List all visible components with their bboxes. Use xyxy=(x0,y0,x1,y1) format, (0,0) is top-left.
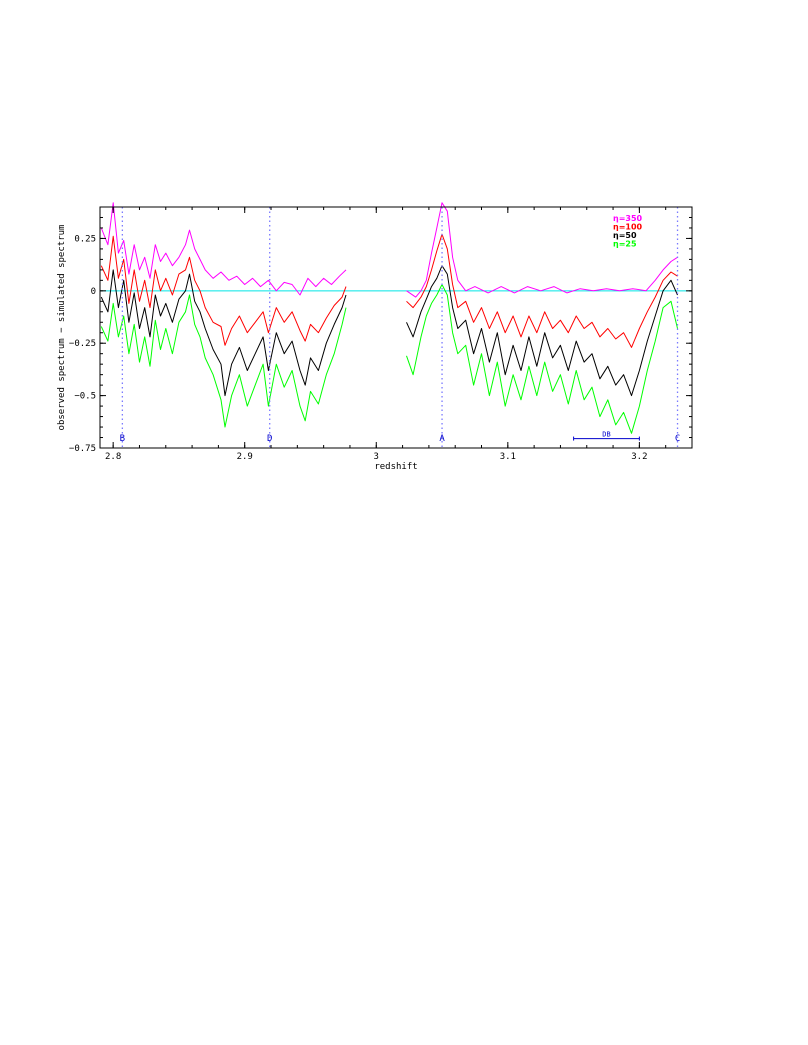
x-tick-label: 3 xyxy=(374,452,379,462)
annotation-layer: DB xyxy=(574,431,640,441)
y-axis-title: observed spectrum − simulated spectrum xyxy=(57,225,67,431)
y-tick-label: −0.25 xyxy=(69,339,96,349)
x-tick-label: 2.8 xyxy=(105,452,121,462)
marker-label-b: B xyxy=(120,434,125,444)
series-line-25-seg1 xyxy=(101,295,346,427)
y-tick-label: 0 xyxy=(91,287,96,297)
x-tick-label: 2.9 xyxy=(237,452,253,462)
x-tick-label: 3.1 xyxy=(500,452,516,462)
y-tick-label: −0.5 xyxy=(74,392,96,402)
marker-label-c: C xyxy=(675,434,680,444)
marker-label-a: A xyxy=(439,434,445,444)
series-line-25-seg2 xyxy=(407,285,678,434)
y-tick-label: −0.75 xyxy=(69,444,96,454)
series-line-50-seg2 xyxy=(407,266,678,396)
db-range-label: DB xyxy=(602,431,610,439)
series-line-50-seg1 xyxy=(101,270,346,396)
plot-frame xyxy=(100,207,692,448)
x-tick-label: 3.2 xyxy=(631,452,647,462)
y-tick-label: 0.25 xyxy=(74,234,96,244)
series-layer xyxy=(101,203,677,433)
marker-label-d: D xyxy=(267,434,272,444)
legend-entry-25: η=25 xyxy=(613,240,637,249)
series-line-350-seg1 xyxy=(101,203,346,295)
x-axis-title: redshift xyxy=(374,462,417,472)
